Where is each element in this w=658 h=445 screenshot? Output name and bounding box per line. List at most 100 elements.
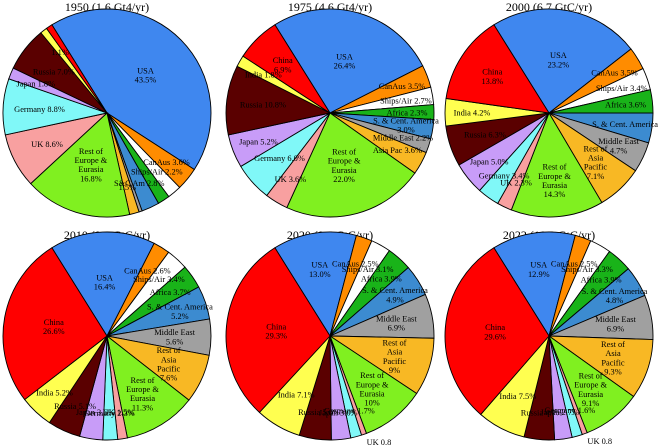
slice-label-canaus: CanAus 3.5% [379, 82, 426, 91]
slice-label-line: 11.3% [132, 403, 153, 412]
slice-label-line: S. & Cent. America [582, 287, 648, 296]
slice-label-line: Africa 3.7% [150, 288, 191, 297]
slice-label-line: CanAus 3.6% [143, 158, 190, 167]
slice-label-ships-air: Ships/Air 3.4% [133, 275, 185, 284]
slice-label-asia-pac: Asia Pac 3.6% [373, 146, 422, 155]
slice-label-africa: Africa 3.9% [581, 275, 622, 284]
slice-label-line: 9.3% [604, 368, 621, 377]
slice-label-middle-east: Middle East 6.9% [595, 315, 636, 333]
slice-label-line: Rest of [131, 376, 155, 385]
slice-label-line: Europe & [328, 157, 361, 166]
pie-slice-usa [493, 231, 576, 338]
slice-label-line: Germany 1.7% [324, 407, 375, 416]
slice-label-japan: Japan 2.7% [540, 408, 579, 417]
slice-label-russia: Russia 4.7% [521, 409, 563, 418]
slice-label-line: 12.9% [528, 270, 550, 279]
slice-label-line: USA [137, 67, 154, 76]
pie-slice-rest-of-europe-and-eurasia [510, 111, 603, 218]
slice-label-line: 9% [389, 366, 400, 375]
pie-slice-rest-of-europe-and-eurasia [30, 112, 131, 218]
slice-label-india: India 1.8% [245, 71, 282, 80]
slice-label-line: Ships/Air 3.1% [342, 265, 394, 274]
slice-label-line: Ships/Air 3.4% [133, 275, 185, 284]
slice-label-line: India 1.8% [245, 71, 282, 80]
pie-panel: 2000 (6.7 GtC/yr) USA 23.2% CanAus 3.5% Ship… [444, 0, 658, 218]
slice-label-line: Africa 2.3% [387, 108, 428, 117]
slice-label-uk: UK 2.3% [500, 179, 532, 188]
slice-label-japan: Japan 3.6% [76, 408, 115, 417]
pie-title: 1975 (4.6 Gt4/yr) [288, 0, 372, 14]
slice-label-usa: USA 23.2% [548, 51, 570, 69]
slice-label-russia: Russia 7.0% [33, 67, 75, 76]
slice-label-usa: USA 12.9% [528, 261, 550, 279]
slice-label-rest-of-europe-and-eurasia: Rest of Europe & Eurasia 16.8% [75, 147, 108, 184]
slice-label-sandc-am: S&C Am 2.8% [114, 179, 165, 188]
slice-labels: USA 16.4% CanAus 2.6%Ships/Air 3.4% Africa … [36, 267, 213, 418]
slice-label-line: Rest of [383, 338, 407, 347]
slice-label-line: Rest of [543, 163, 567, 172]
slice-label-line: 14.3% [544, 190, 566, 199]
slice-label-line: Russia 6.3% [464, 131, 506, 140]
slice-label-rest-of-europe-and-eurasia: Rest of Europe & Eurasia 22.0% [328, 147, 361, 184]
slice-label-line: UK 0.8 [587, 437, 612, 445]
slice-label-japan: Japan 5.2% [239, 137, 278, 146]
slice-label-russia: Russia 6.3% [464, 131, 506, 140]
pie-slice-russia [225, 65, 332, 136]
slice-label-line: USA [530, 261, 547, 270]
slice-label-line: Germany 8.8% [14, 105, 65, 114]
slice-label-line: USA [550, 51, 567, 60]
slice-label-middle-east: Middle East 6.9% [376, 314, 417, 332]
slice-label-line: Rest of [332, 147, 356, 156]
slice-labels: USA 43.5% CanAus 3.6%Ships/Air 2.2% S&C Am … [14, 48, 190, 192]
slice-label-line: 23.2% [548, 60, 570, 69]
slice-label-line: Germany 1.6% [545, 406, 596, 415]
slice-label-line: Japan 5.2% [239, 137, 278, 146]
slice-label-line: 5.2% [171, 312, 188, 321]
slice-label-line: CanAus 3.5% [379, 82, 426, 91]
slice-label-line: Germany 3.4% [479, 172, 530, 181]
slice-label-line: 5.6% [166, 337, 183, 346]
slice-label-line: Asia Pac 3.6% [373, 146, 422, 155]
slice-label-line: S. & Cent. America [373, 117, 439, 126]
slice-label-line: 7.6% [160, 374, 177, 383]
slice-label-germany: Germany 8.8% [14, 105, 65, 114]
slice-label-china: China 29.6% [484, 323, 506, 341]
slice-label-line: S. & Cent. America [592, 120, 658, 129]
slice-label-line: Japan 5.0% [470, 158, 509, 167]
slice-label-rest-of-europe-and-eurasia: Rest of Europe & Eurasia 9.1% [574, 372, 607, 409]
slice-label-china: China 26.6% [43, 318, 65, 336]
pie-slice-china [444, 247, 550, 416]
pie-slice-china [225, 247, 331, 414]
slice-label-line: Eurasia [360, 390, 385, 399]
slice-label-canaus: CanAus 3.5% [591, 69, 638, 78]
slice-label-africa: Africa 3.9% [361, 275, 402, 284]
slice-label-russia: Russia 5.0% [298, 408, 340, 417]
slice-label-line: Asia [161, 355, 177, 364]
slice-label-line: Middle East 2.2% [373, 133, 433, 142]
slice-label-line: UK 3.6% [275, 175, 307, 184]
slice-label-line: 6.9% [274, 65, 291, 74]
slice-label-middle-east: Middle East 2.2% [373, 133, 433, 142]
slice-label-line: Pacific [601, 358, 625, 367]
slice-label-line: Russia 5.1% [54, 402, 96, 411]
slice-label-line: 1.5% [119, 183, 136, 192]
pie-panel: 1950 (1.6 Gt4/yr) USA 43.5% CanAus 3.6%Ship… [2, 0, 212, 218]
pie-slice-china [2, 247, 108, 401]
slice-label-line: UK 2.3% [500, 179, 532, 188]
slice-label-line: India 7.1% [278, 391, 315, 400]
slice-label-line: CanAus 2.5% [551, 259, 598, 268]
slice-label-line: Rest of [579, 372, 603, 381]
slice-label-line: China [485, 323, 505, 332]
slice-label-s-and-cent-america: S. & Cent. America 4.9% [362, 286, 428, 304]
slice-label-china: China 13.8% [481, 68, 503, 86]
slice-label-germany: Germany 6.0% [254, 154, 305, 163]
slice-label-germany: Germany 1.7% [324, 407, 375, 416]
slice-label-india: 1.1% [51, 48, 68, 57]
slice-label-line: USA [336, 52, 353, 61]
slice-label-rest-of-europe-and-eurasia: Rest of Europe & Eurasia 10% [356, 371, 389, 408]
slice-label-line: Europe & [75, 156, 108, 165]
slice-label-line: Japan 3.0% [319, 409, 358, 418]
